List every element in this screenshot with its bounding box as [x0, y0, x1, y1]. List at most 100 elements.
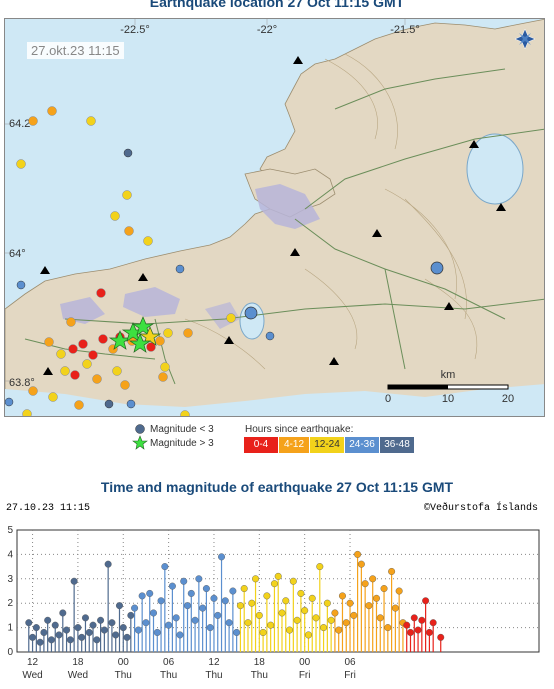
green-star-icon	[132, 435, 148, 450]
quake-dot	[265, 331, 275, 341]
x-tick-hour: 06	[344, 657, 356, 668]
magnitude-point	[267, 621, 275, 629]
magnitude-point	[63, 626, 71, 634]
legend-magnitude-lt3: Magnitude < 3	[150, 424, 214, 435]
magnitude-point	[142, 619, 150, 627]
magnitude-point	[429, 619, 437, 627]
magnitude-point	[240, 585, 248, 593]
scale-unit: km	[441, 369, 456, 381]
quake-dot	[112, 366, 122, 376]
magnitude-point	[437, 633, 445, 641]
station-icon	[40, 266, 50, 274]
quake-dot	[226, 313, 236, 323]
lava-field-1	[255, 184, 320, 229]
magnitude-point	[74, 624, 82, 632]
magnitude-point	[78, 633, 86, 641]
y-tick-label: 5	[7, 525, 13, 536]
magnitude-point	[131, 604, 139, 612]
magnitude-point	[93, 636, 101, 644]
magnitude-point	[331, 609, 339, 617]
x-tick-day: Fri	[299, 670, 311, 681]
magnitude-point	[425, 628, 433, 636]
magnitude-point	[40, 628, 48, 636]
quake-dot	[88, 350, 98, 360]
magnitude-point	[180, 577, 188, 585]
magnitude-point	[233, 628, 241, 636]
magnitude-point	[161, 563, 169, 571]
magnitude-point	[388, 567, 396, 575]
magnitude-point	[282, 597, 290, 605]
magnitude-point	[184, 602, 192, 610]
magnitude-point	[342, 619, 350, 627]
map-timestamp: 27.okt.23 11:15	[27, 42, 124, 59]
legend-magnitude-gt3: Magnitude > 3	[150, 438, 214, 449]
quake-dot	[180, 410, 190, 416]
quake-dot	[78, 339, 88, 349]
timeseries-title: Time and magnitude of earthquake 27 Oct …	[100, 479, 454, 495]
quake-dot	[16, 159, 26, 169]
magnitude-point	[418, 616, 426, 624]
magnitude-point	[157, 597, 165, 605]
map-title: Earthquake location 27 Oct 11:15 GMT	[149, 0, 405, 10]
y-tick-label: 2	[7, 598, 13, 609]
graticule	[5, 19, 406, 382]
station-icon	[469, 140, 479, 148]
magnitude-point	[395, 587, 403, 595]
x-tick-hour: 18	[254, 657, 266, 668]
quake-dot	[66, 317, 76, 327]
magnitude-point	[168, 582, 176, 590]
quake-dot	[163, 328, 173, 338]
magnitude-point	[255, 611, 263, 619]
hours-4-12: 4-12	[279, 437, 309, 453]
quake-dot	[158, 372, 168, 382]
quake-dot	[86, 116, 96, 126]
star-icon	[131, 316, 155, 336]
station-icon	[43, 367, 53, 375]
scale-tick-0: 0	[385, 393, 391, 405]
legend-symbols	[132, 424, 148, 450]
x-tick-day: Thu	[115, 670, 132, 681]
magnitude-point	[199, 604, 207, 612]
magnitude-point	[229, 587, 237, 595]
quake-dot	[16, 280, 26, 290]
quake-dot	[143, 236, 153, 246]
x-tick-day: Thu	[205, 670, 222, 681]
quake-dot	[124, 226, 134, 236]
quake-dot	[110, 211, 120, 221]
x-tick-hour: 12	[27, 657, 39, 668]
magnitude-point	[44, 616, 52, 624]
earthquake-map[interactable]: -22.5° -22° -21.5° 64.2° 64° 63.8°	[4, 18, 545, 417]
magnitude-point	[70, 577, 78, 585]
magnitude-point	[414, 626, 422, 634]
station-icon	[496, 203, 506, 211]
lava-field-2	[123, 287, 180, 317]
magnitude-point	[376, 614, 384, 622]
hours-12-24: 12-24	[310, 437, 344, 453]
magnitude-point	[365, 602, 373, 610]
magnitude-point	[81, 614, 89, 622]
magnitude-point	[391, 604, 399, 612]
quake-dot	[5, 397, 14, 407]
magnitude-point	[32, 624, 40, 632]
magnitude-point	[323, 599, 331, 607]
x-tick-hour: 18	[72, 657, 84, 668]
quake-dot	[430, 261, 444, 275]
small-circle-icon	[135, 424, 145, 434]
star-icon	[128, 333, 152, 353]
x-tick-day: Wed	[68, 670, 88, 681]
timeseries-date: 27.10.23 11:15	[6, 503, 91, 514]
magnitude-point	[244, 619, 252, 627]
magnitude-point	[149, 609, 157, 617]
magnitude-point	[259, 628, 267, 636]
station-icon	[224, 336, 234, 344]
lat-label-63-8: 63.8°	[9, 377, 35, 389]
y-ticks: 0 1 2 3 4 5	[7, 525, 13, 658]
magnitude-point	[320, 624, 328, 632]
quake-dot	[68, 344, 78, 354]
station-icon	[329, 357, 339, 365]
x-tick-day: Fri	[344, 670, 356, 681]
lava-field-3	[60, 297, 105, 324]
magnitude-point	[316, 563, 324, 571]
quake-dot	[22, 409, 32, 416]
